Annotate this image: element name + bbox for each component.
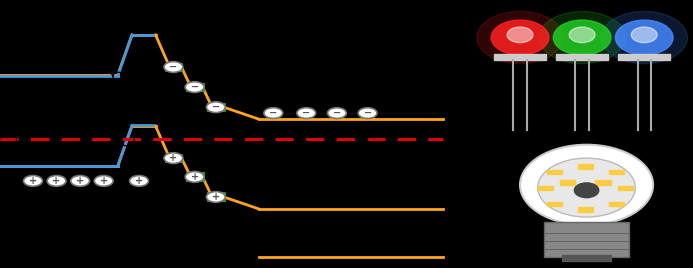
Circle shape [47,176,66,186]
Circle shape [520,145,653,225]
Circle shape [328,108,346,118]
Text: Eg=3.4eV: Eg=3.4eV [355,162,399,171]
Text: Photon: Photon [195,111,229,121]
Bar [166,64,182,70]
Text: $E_C$: $E_C$ [448,107,461,120]
Circle shape [71,176,89,186]
Text: −: − [191,82,199,92]
Circle shape [264,108,283,118]
Bar [578,164,593,169]
Circle shape [539,11,625,64]
Bar [547,170,562,174]
Text: $E_V$: $E_V$ [448,251,461,264]
Circle shape [553,20,611,55]
Text: In$_{0.07}$Ga$_{0.93}$N QW: In$_{0.07}$Ga$_{0.93}$N QW [279,30,362,44]
Text: −: − [270,108,277,118]
Circle shape [631,27,657,43]
Text: +: + [169,153,177,163]
Bar [494,54,546,60]
Circle shape [601,11,687,64]
Bar [608,170,624,174]
Circle shape [207,192,225,202]
Text: n-GaN: n-GaN [335,72,371,82]
Circle shape [207,102,225,113]
Text: −: − [169,62,177,72]
Circle shape [358,108,377,118]
Text: −: − [212,102,220,112]
Text: Eg=3.4eV: Eg=3.4eV [13,114,58,122]
Circle shape [164,62,183,72]
Text: +: + [212,192,220,202]
Text: p-AlGaN: p-AlGaN [118,7,165,17]
Text: +: + [53,176,60,186]
Text: $E_F$: $E_F$ [448,132,460,146]
Text: p-GaN: p-GaN [24,32,60,42]
Circle shape [507,27,533,43]
Circle shape [615,20,673,55]
Circle shape [130,176,148,186]
Text: GaN barrier layer: GaN barrier layer [199,7,301,17]
Bar [556,54,608,60]
Circle shape [94,176,113,186]
Bar [562,255,611,261]
Bar [618,54,670,60]
Bar [617,185,633,190]
Text: +: + [135,176,143,186]
Bar [209,104,224,110]
Circle shape [297,108,316,118]
Circle shape [185,82,204,92]
Text: Eg=3.3eV: Eg=3.3eV [229,152,274,161]
Bar [187,84,202,90]
Circle shape [164,153,183,163]
Circle shape [491,20,549,55]
Circle shape [574,183,599,198]
Bar [209,193,224,200]
Circle shape [185,172,204,182]
Bar [578,207,593,212]
Circle shape [477,11,563,64]
Text: −: − [333,108,341,118]
Bar [538,185,553,190]
Bar [545,222,629,257]
Text: +: + [191,172,199,182]
Bar [187,173,202,180]
Bar [608,202,624,206]
Circle shape [538,158,635,217]
Circle shape [24,176,42,186]
Text: −: − [364,108,371,118]
Bar [166,155,182,161]
Bar [595,180,611,185]
Circle shape [569,27,595,43]
Text: −: − [302,108,310,118]
Text: +: + [29,176,37,186]
Text: +: + [100,176,107,186]
Bar [547,202,562,206]
Text: +: + [76,176,84,186]
Bar [560,180,575,185]
